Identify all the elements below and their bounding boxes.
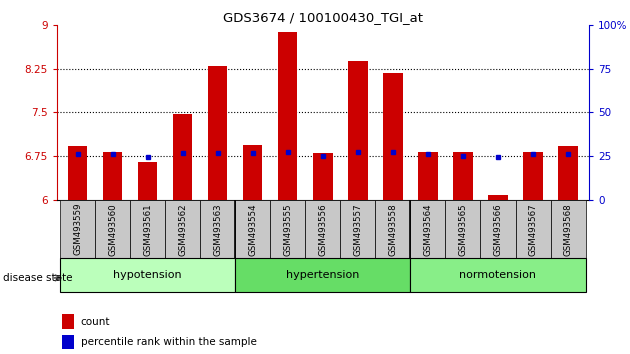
Text: GSM493563: GSM493563: [214, 203, 222, 256]
Bar: [62, 314, 74, 329]
Bar: [313, 153, 333, 200]
Bar: [60, 200, 95, 258]
Bar: [558, 146, 578, 200]
Bar: [515, 200, 551, 258]
Bar: [481, 200, 515, 258]
Text: GSM493556: GSM493556: [318, 203, 328, 256]
Text: hypertension: hypertension: [286, 270, 360, 280]
Bar: [348, 61, 367, 200]
Text: GSM493560: GSM493560: [108, 203, 117, 256]
Text: GSM493561: GSM493561: [143, 203, 152, 256]
Bar: [138, 162, 158, 200]
Text: normotension: normotension: [459, 270, 537, 280]
Bar: [488, 195, 508, 200]
Bar: [95, 200, 130, 258]
Text: GSM493554: GSM493554: [248, 203, 257, 256]
Text: GSM493567: GSM493567: [529, 203, 537, 256]
Bar: [524, 152, 542, 200]
Text: GSM493558: GSM493558: [389, 203, 398, 256]
Bar: [551, 200, 585, 258]
Text: GSM493562: GSM493562: [178, 203, 187, 256]
Text: GSM493565: GSM493565: [459, 203, 467, 256]
Bar: [236, 200, 270, 258]
Bar: [454, 152, 472, 200]
Bar: [200, 200, 236, 258]
Text: count: count: [81, 317, 110, 327]
Bar: [62, 335, 74, 349]
Bar: [103, 152, 122, 200]
Bar: [306, 200, 340, 258]
Bar: [340, 200, 375, 258]
Title: GDS3674 / 100100430_TGI_at: GDS3674 / 100100430_TGI_at: [223, 11, 423, 24]
Text: GSM493566: GSM493566: [493, 203, 503, 256]
Bar: [278, 32, 297, 200]
Bar: [375, 200, 410, 258]
Bar: [410, 258, 585, 292]
Bar: [208, 66, 227, 200]
Text: GSM493555: GSM493555: [284, 203, 292, 256]
Text: disease state: disease state: [3, 273, 72, 283]
Text: percentile rank within the sample: percentile rank within the sample: [81, 337, 256, 347]
Text: GSM493557: GSM493557: [353, 203, 362, 256]
Bar: [60, 258, 236, 292]
Text: GSM493568: GSM493568: [564, 203, 573, 256]
Bar: [236, 258, 410, 292]
Bar: [270, 200, 306, 258]
Bar: [410, 200, 445, 258]
Text: GSM493564: GSM493564: [423, 203, 432, 256]
Bar: [173, 114, 192, 200]
Text: GSM493559: GSM493559: [73, 203, 82, 256]
Bar: [383, 73, 403, 200]
Bar: [418, 152, 438, 200]
Bar: [243, 144, 263, 200]
Bar: [130, 200, 165, 258]
Bar: [165, 200, 200, 258]
Text: hypotension: hypotension: [113, 270, 182, 280]
Bar: [445, 200, 481, 258]
Bar: [68, 146, 88, 200]
